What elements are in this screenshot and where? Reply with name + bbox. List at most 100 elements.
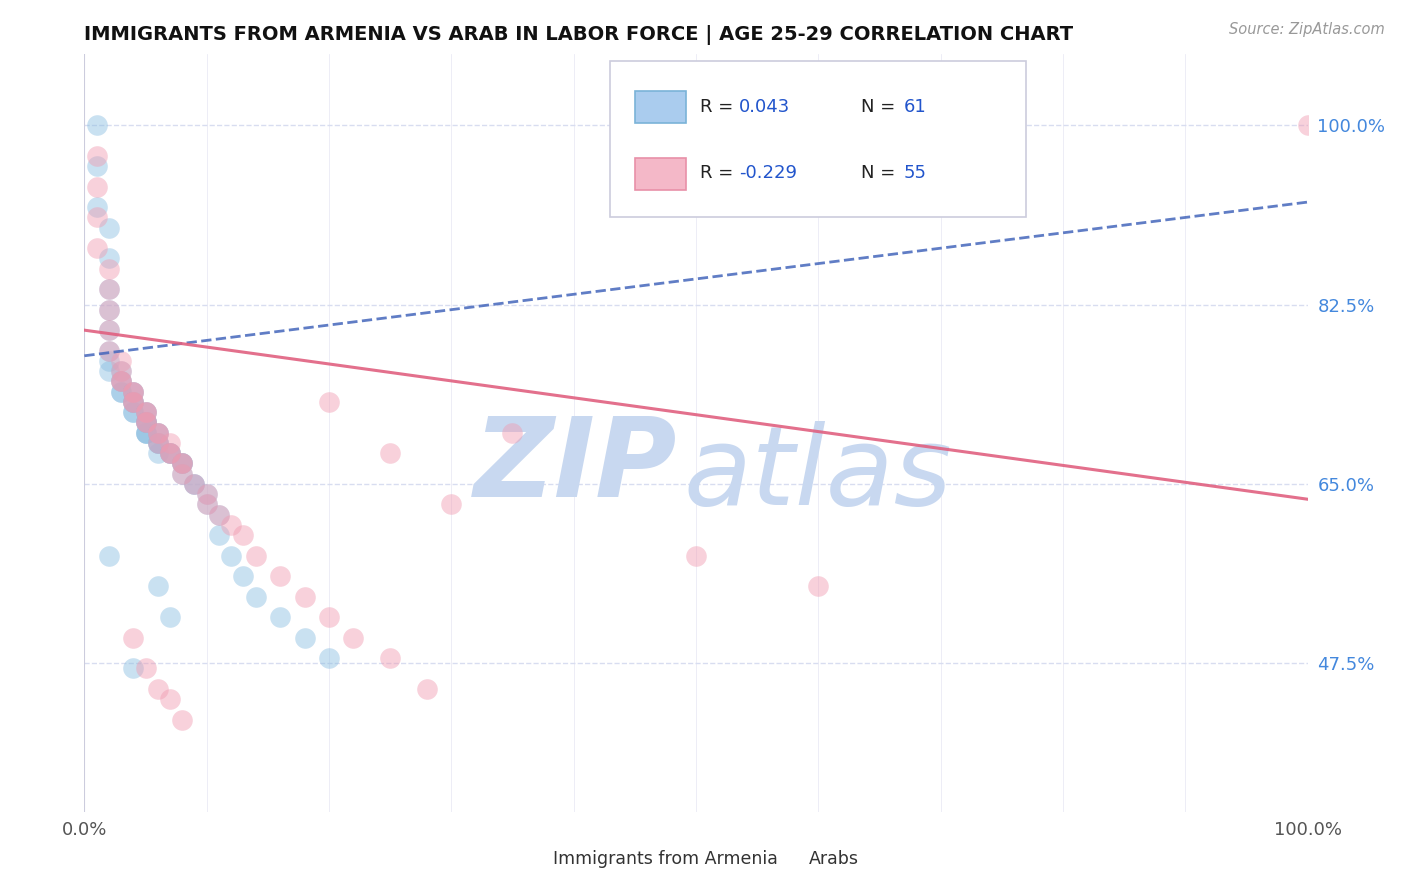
Point: [208, 528, 231, 542]
Point: [159, 446, 181, 460]
Point: [135, 405, 157, 419]
Point: [172, 467, 194, 481]
Bar: [519, 851, 546, 870]
FancyBboxPatch shape: [610, 62, 1026, 217]
Point: [86, 211, 108, 225]
Point: [122, 395, 145, 409]
Point: [97, 354, 120, 368]
Point: [172, 456, 194, 470]
Point: [135, 425, 157, 440]
Point: [110, 354, 132, 368]
Point: [135, 416, 157, 430]
Point: [172, 713, 194, 727]
Point: [110, 375, 132, 389]
Point: [159, 692, 181, 706]
Point: [122, 384, 145, 399]
Point: [245, 549, 267, 563]
Point: [318, 651, 340, 665]
Point: [135, 405, 157, 419]
Point: [195, 497, 218, 511]
Bar: [636, 158, 686, 190]
Point: [245, 590, 267, 604]
Point: [86, 200, 108, 214]
Text: Immigrants from Armenia: Immigrants from Armenia: [553, 850, 778, 869]
Point: [97, 302, 120, 317]
Point: [97, 220, 120, 235]
Point: [135, 425, 157, 440]
Point: [195, 487, 218, 501]
Point: [97, 343, 120, 358]
Point: [122, 395, 145, 409]
Point: [135, 416, 157, 430]
Text: ZIP: ZIP: [474, 413, 678, 520]
Point: [122, 395, 145, 409]
Point: [122, 405, 145, 419]
Point: [97, 343, 120, 358]
Point: [172, 467, 194, 481]
Text: N =: N =: [860, 97, 896, 116]
Point: [159, 446, 181, 460]
Point: [97, 323, 120, 337]
Point: [135, 416, 157, 430]
Point: [195, 497, 218, 511]
Point: [135, 661, 157, 675]
Text: Source: ZipAtlas.com: Source: ZipAtlas.com: [1229, 22, 1385, 37]
Point: [440, 497, 463, 511]
Point: [86, 118, 108, 132]
Point: [86, 179, 108, 194]
Point: [110, 364, 132, 378]
Point: [195, 487, 218, 501]
Point: [146, 681, 169, 696]
Point: [110, 375, 132, 389]
Text: R =: R =: [700, 164, 733, 182]
Point: [183, 476, 205, 491]
Point: [380, 446, 402, 460]
Point: [294, 631, 316, 645]
Point: [122, 384, 145, 399]
Point: [97, 549, 120, 563]
Point: [380, 651, 402, 665]
Point: [135, 405, 157, 419]
Point: [159, 446, 181, 460]
Point: [183, 476, 205, 491]
Point: [172, 456, 194, 470]
Text: Arabs: Arabs: [808, 850, 859, 869]
Text: 55: 55: [904, 164, 927, 182]
Point: [146, 425, 169, 440]
Point: [135, 416, 157, 430]
Point: [269, 610, 291, 624]
Point: [219, 517, 242, 532]
Point: [807, 579, 830, 593]
Point: [122, 661, 145, 675]
Point: [97, 364, 120, 378]
Point: [122, 631, 145, 645]
Point: [122, 395, 145, 409]
Point: [342, 631, 364, 645]
Point: [269, 569, 291, 583]
Point: [146, 425, 169, 440]
Point: [146, 435, 169, 450]
Point: [86, 159, 108, 173]
Point: [122, 405, 145, 419]
Point: [502, 425, 524, 440]
Point: [110, 375, 132, 389]
Point: [135, 425, 157, 440]
Point: [232, 528, 254, 542]
Point: [122, 384, 145, 399]
Point: [97, 282, 120, 296]
Point: [416, 681, 439, 696]
Point: [1296, 118, 1319, 132]
Point: [159, 435, 181, 450]
Point: [122, 384, 145, 399]
Point: [208, 508, 231, 522]
Point: [97, 302, 120, 317]
Point: [122, 395, 145, 409]
Bar: [776, 851, 803, 870]
Text: -0.229: -0.229: [738, 164, 797, 182]
Text: R =: R =: [700, 97, 733, 116]
Point: [159, 446, 181, 460]
Bar: [636, 91, 686, 123]
Point: [232, 569, 254, 583]
Text: 0.043: 0.043: [738, 97, 790, 116]
Point: [86, 149, 108, 163]
